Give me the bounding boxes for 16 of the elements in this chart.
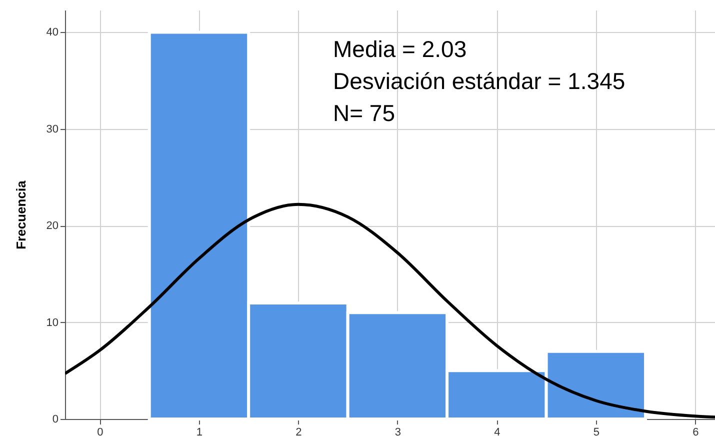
y-tick-label: 40 xyxy=(46,26,58,39)
x-tick-label: 4 xyxy=(494,426,500,436)
annotation: Media = 2.03 xyxy=(333,36,467,62)
annotation: Desviación estándar = 1.345 xyxy=(333,68,626,94)
y-tick-label: 10 xyxy=(46,316,58,329)
x-tick-label: 3 xyxy=(394,426,402,436)
y-tick-label: 30 xyxy=(46,123,58,136)
y-tick-label: 20 xyxy=(46,220,58,232)
y-axis-title: Frecuencia xyxy=(13,180,28,250)
x-tick-label: 2 xyxy=(296,426,302,436)
x-tick-label: 5 xyxy=(593,426,600,436)
y-tick-label: 0 xyxy=(52,414,58,426)
x-tick-label: 0 xyxy=(97,426,104,436)
annotation: N= 75 xyxy=(333,100,396,126)
x-tick-label: 6 xyxy=(692,426,699,436)
x-tick-label: 1 xyxy=(196,426,203,436)
